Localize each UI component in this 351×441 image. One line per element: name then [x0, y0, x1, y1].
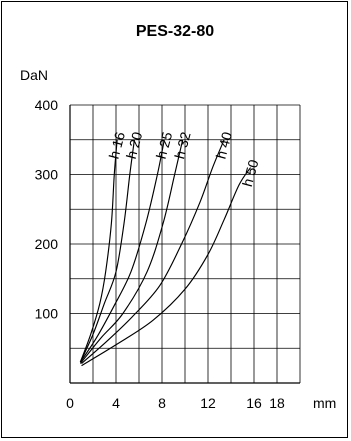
series-label: h 20 [123, 130, 146, 161]
curve-layer [79, 139, 252, 367]
axis-layer: 100 200 300 400 0 4 8 12 16 18 [35, 97, 300, 411]
y-tick-label: 400 [35, 97, 59, 113]
x-tick-label: 12 [200, 395, 216, 411]
x-tick-label: 4 [112, 395, 120, 411]
series-line-h-50 [81, 167, 252, 367]
series-line-h-40 [81, 139, 225, 364]
y-tick-label: 300 [35, 167, 59, 183]
x-tick-label: 8 [158, 395, 166, 411]
x-tick-label: 18 [269, 395, 285, 411]
x-tick-label: 16 [246, 395, 262, 411]
chart-frame [1, 1, 348, 438]
series-line-h-32 [79, 139, 184, 364]
y-tick-label: 100 [35, 306, 59, 322]
series-label: h 50 [239, 158, 262, 189]
series-label: h 16 [106, 130, 129, 161]
x-axis-label: mm [313, 395, 336, 411]
series-label: h 32 [171, 130, 194, 161]
y-tick-label: 200 [35, 236, 59, 252]
x-tick-label: 0 [66, 395, 74, 411]
grid-layer [70, 104, 301, 383]
series-line-h-25 [79, 139, 165, 363]
y-axis-label: DaN [20, 67, 48, 83]
curve-label-layer: h 16h 20 h 25h 32 h 40h 50 [106, 130, 262, 188]
series-label: h 40 [213, 130, 236, 161]
series-line-h-20 [79, 139, 135, 363]
chart-title: PES-32-80 [136, 23, 214, 40]
series-label: h 25 [153, 130, 176, 161]
series-line-h-16 [79, 139, 118, 363]
